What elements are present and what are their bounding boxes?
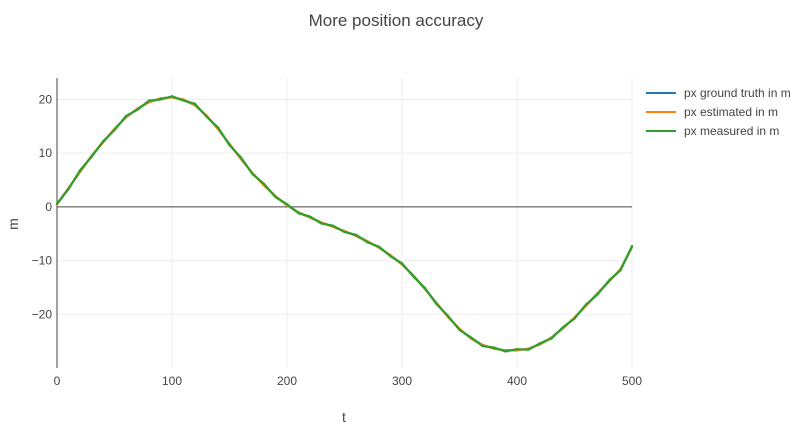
axis-layer: 0 100 200 300 400 500 −20 −10 0 10 20 bbox=[32, 78, 642, 388]
data-point bbox=[423, 286, 427, 290]
data-point bbox=[389, 255, 392, 258]
legend-item-label[interactable]: px ground truth in m bbox=[684, 86, 791, 100]
y-tick-label: 20 bbox=[39, 92, 53, 106]
data-point bbox=[159, 98, 162, 101]
legend-item-label[interactable]: px measured in m bbox=[684, 124, 779, 138]
data-point bbox=[262, 182, 266, 185]
data-point bbox=[607, 279, 611, 282]
data-point bbox=[481, 344, 484, 348]
data-point bbox=[619, 269, 622, 272]
x-axis-label: t bbox=[342, 409, 346, 425]
data-point bbox=[527, 348, 530, 351]
data-point bbox=[515, 348, 519, 351]
data-point bbox=[136, 108, 139, 111]
data-point bbox=[458, 328, 461, 331]
data-point bbox=[113, 128, 116, 132]
data-point bbox=[216, 126, 220, 129]
legend-item-label[interactable]: px estimated in m bbox=[684, 105, 778, 119]
data-point bbox=[228, 144, 231, 147]
data-point bbox=[331, 224, 335, 227]
data-point bbox=[193, 102, 197, 105]
data-point bbox=[205, 115, 208, 118]
data-point bbox=[182, 99, 185, 102]
data-point bbox=[308, 215, 312, 218]
data-point bbox=[55, 202, 59, 205]
data-point bbox=[550, 337, 553, 340]
data-point bbox=[354, 233, 358, 236]
data-point bbox=[124, 115, 128, 118]
grid-layer bbox=[57, 78, 633, 368]
x-tick-label: 500 bbox=[622, 374, 642, 388]
series-line-3[interactable] bbox=[55, 95, 634, 353]
data-point bbox=[320, 222, 323, 225]
y-axis-label: m bbox=[5, 218, 21, 230]
data-point bbox=[573, 317, 576, 320]
data-point bbox=[101, 140, 105, 143]
data-point bbox=[366, 241, 369, 244]
data-point bbox=[630, 244, 634, 248]
data-point bbox=[435, 302, 438, 306]
y-tick-label: 0 bbox=[45, 200, 52, 214]
y-tick-label: −10 bbox=[32, 254, 53, 268]
data-point bbox=[67, 188, 70, 191]
data-point bbox=[504, 350, 507, 353]
data-point bbox=[251, 173, 254, 176]
x-tick-label: 0 bbox=[54, 374, 61, 388]
y-tick-label: 10 bbox=[39, 146, 53, 160]
data-point bbox=[492, 346, 496, 349]
x-tick-label: 200 bbox=[277, 374, 297, 388]
series-line-1[interactable] bbox=[55, 96, 634, 352]
x-tick-label: 400 bbox=[507, 374, 527, 388]
data-point bbox=[561, 326, 565, 329]
data-point bbox=[170, 95, 174, 98]
data-point bbox=[274, 196, 277, 199]
data-point bbox=[596, 293, 599, 296]
x-tick-label: 100 bbox=[162, 374, 182, 388]
data-point bbox=[412, 275, 415, 278]
data-point bbox=[538, 342, 542, 345]
x-tick-label: 300 bbox=[392, 374, 412, 388]
data-point bbox=[285, 203, 289, 206]
data-point bbox=[147, 99, 151, 102]
data-point bbox=[400, 262, 404, 265]
data-point bbox=[297, 212, 300, 215]
data-point bbox=[469, 336, 473, 339]
data-point bbox=[584, 303, 588, 306]
data-point bbox=[446, 314, 450, 318]
series-layer bbox=[55, 95, 634, 353]
chart-title: More position accuracy bbox=[309, 11, 484, 30]
data-point bbox=[90, 155, 93, 159]
data-point bbox=[239, 156, 243, 159]
data-point bbox=[343, 231, 346, 234]
legend[interactable]: px ground truth in m px estimated in m px … bbox=[646, 86, 791, 138]
data-point bbox=[377, 245, 381, 248]
data-point bbox=[78, 169, 82, 172]
series-line-2[interactable] bbox=[55, 96, 634, 352]
y-tick-label: −20 bbox=[32, 307, 53, 321]
